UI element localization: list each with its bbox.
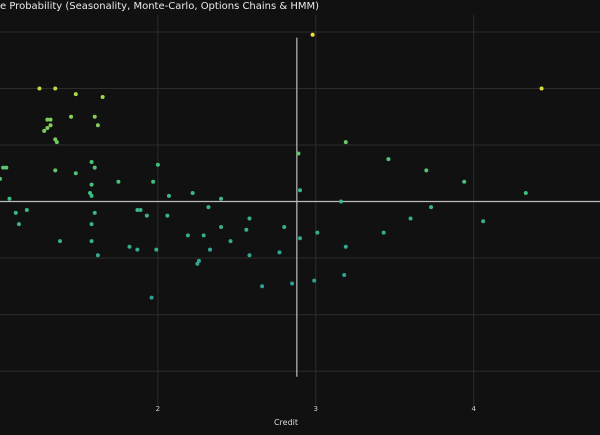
scatter-point bbox=[92, 210, 97, 215]
scatter-point bbox=[95, 253, 100, 258]
scatter-point bbox=[342, 273, 347, 277]
scatter-point bbox=[135, 247, 140, 252]
scatter-point bbox=[282, 224, 287, 229]
scatter-point bbox=[155, 162, 160, 167]
chart-title: e Probability (Seasonality, Monte-Carlo,… bbox=[0, 1, 320, 12]
scatter-point bbox=[53, 168, 58, 173]
scatter-point bbox=[260, 284, 265, 289]
scatter-point bbox=[127, 244, 132, 249]
scatter-point bbox=[0, 176, 2, 181]
scatter-point bbox=[135, 208, 140, 212]
scatter-point bbox=[89, 193, 94, 198]
scatter-point bbox=[37, 86, 42, 91]
scatter-point bbox=[165, 213, 170, 218]
scatter-point bbox=[277, 250, 282, 255]
scatter-point bbox=[24, 208, 29, 212]
scatter-point bbox=[1, 165, 6, 170]
scatter-point bbox=[42, 128, 47, 133]
scatter-point bbox=[166, 193, 171, 198]
scatter-point bbox=[201, 233, 206, 238]
scatter-point bbox=[16, 222, 21, 227]
scatter-point bbox=[58, 239, 62, 244]
scatter-point bbox=[206, 205, 211, 210]
scatter-point bbox=[339, 199, 344, 204]
scatter-point bbox=[154, 247, 159, 252]
scatter-point bbox=[244, 227, 249, 232]
scatter-point bbox=[138, 208, 143, 212]
x-tick-label: 2 bbox=[156, 405, 160, 413]
scatter-point bbox=[151, 179, 156, 184]
scatter-point bbox=[298, 236, 302, 241]
scatter-point bbox=[48, 123, 53, 128]
scatter-point bbox=[4, 165, 9, 170]
scatter-point bbox=[7, 196, 12, 201]
scatter-point bbox=[208, 247, 212, 252]
scatter-point bbox=[247, 253, 252, 258]
scatter-point bbox=[290, 281, 295, 286]
scatter-point bbox=[386, 157, 391, 162]
x-axis-label: Credit bbox=[274, 418, 298, 427]
scatter-point bbox=[462, 179, 467, 184]
scatter-point bbox=[219, 196, 224, 201]
scatter-point bbox=[539, 86, 544, 91]
scatter-point bbox=[315, 230, 320, 235]
grid-lines bbox=[0, 15, 600, 405]
scatter-point bbox=[190, 191, 195, 196]
scatter-point bbox=[89, 222, 94, 227]
scatter-point bbox=[13, 210, 18, 215]
scatter-point bbox=[73, 171, 78, 176]
scatter-point bbox=[310, 32, 315, 37]
x-tick-label: 3 bbox=[314, 405, 318, 413]
scatter-point bbox=[45, 117, 50, 122]
scatter-point bbox=[381, 230, 386, 235]
scatter-point bbox=[92, 114, 97, 119]
scatter-point bbox=[53, 86, 58, 91]
scatter-point bbox=[481, 219, 486, 224]
scatter-point bbox=[73, 92, 78, 97]
scatter-point bbox=[116, 179, 121, 184]
scatter-point bbox=[89, 159, 94, 164]
scatter-point bbox=[89, 239, 94, 244]
scatter-point bbox=[312, 278, 317, 283]
scatter-point bbox=[298, 188, 302, 193]
scatter-point bbox=[424, 168, 429, 173]
scatter-point bbox=[296, 151, 301, 156]
scatter-point bbox=[100, 94, 105, 99]
x-tick-label: 4 bbox=[471, 405, 476, 413]
scatter-point bbox=[195, 261, 200, 266]
reference-lines bbox=[0, 37, 600, 377]
scatter-point bbox=[523, 191, 528, 196]
scatter-points bbox=[0, 32, 544, 300]
scatter-point bbox=[247, 216, 252, 221]
scatter-point bbox=[185, 233, 190, 238]
x-tick-labels: 2 3 4 bbox=[156, 405, 477, 413]
scatter-point bbox=[228, 239, 233, 244]
scatter-point bbox=[89, 182, 94, 187]
scatter-point bbox=[69, 114, 74, 119]
scatter-point bbox=[429, 205, 434, 210]
scatter-point bbox=[408, 216, 413, 221]
scatter-point bbox=[149, 295, 154, 300]
scatter-point bbox=[48, 117, 53, 122]
scatter-point bbox=[343, 244, 348, 249]
scatter-point bbox=[343, 140, 348, 145]
scatter-point bbox=[95, 123, 100, 128]
scatter-point bbox=[45, 126, 50, 131]
scatter-point bbox=[92, 165, 97, 170]
scatter-point bbox=[54, 140, 59, 145]
scatter-point bbox=[219, 224, 224, 229]
scatter-point bbox=[144, 213, 149, 218]
